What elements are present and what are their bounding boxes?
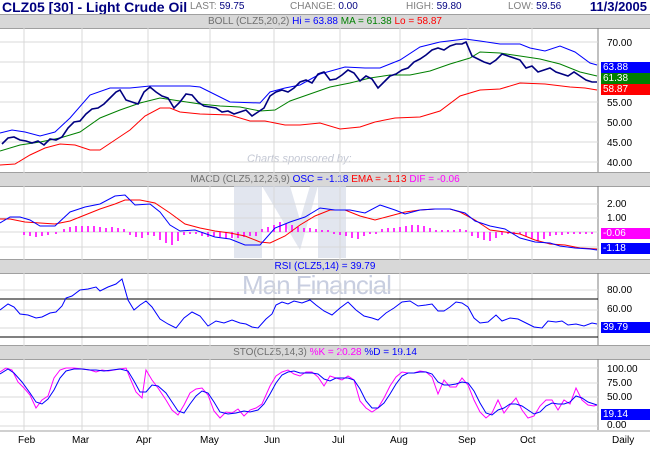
period-label: Daily (612, 435, 635, 446)
macd-osc-tag: -1.18 (601, 243, 650, 254)
rsi-line (0, 278, 598, 329)
macd-osc-line (0, 194, 598, 251)
month-label: Sep (458, 435, 476, 446)
quote-header: CLZ05 [30] - Light Crude Oil LAST: 59.75… (0, 0, 650, 15)
boll-tick: 70.00 (607, 38, 633, 49)
macd-histogram (23, 222, 593, 245)
last-stat: LAST: 59.75 (190, 1, 245, 12)
sto-tick: 0.00 (607, 420, 627, 431)
boll-label-band: BOLL (CLZ5,20,2) Hi = 63.88 MA = 61.38 L… (0, 14, 650, 29)
sto-k-line (0, 367, 598, 419)
month-label: Jun (264, 435, 281, 446)
sto-tag: 19.14 (601, 409, 650, 420)
boll-upper-line (0, 38, 598, 137)
boll-hi-tag: 63.88 (601, 62, 650, 73)
month-label: May (200, 435, 219, 446)
sto-tick: 50.00 (607, 392, 633, 403)
sto-label-band: STO(CLZ5,14,3) %K = 20.28 %D = 19.14 (0, 345, 650, 360)
boll-ma-line (0, 51, 598, 152)
boll-lo-tag: 58.87 (601, 84, 650, 95)
macd-tick: 2.00 (607, 199, 627, 210)
macd-dif-tag: -0.06 (601, 228, 650, 239)
month-label: Apr (136, 435, 152, 446)
watermark-brand: Man Financial (242, 270, 392, 300)
rsi-tick: 80.00 (607, 285, 633, 296)
boll-lower-line (0, 82, 598, 166)
change-stat: CHANGE: 0.00 (290, 1, 358, 12)
sto-tick: 75.00 (607, 378, 633, 389)
month-label: Oct (520, 435, 536, 446)
month-label: Feb (18, 435, 36, 446)
symbol-title: CLZ05 [30] - Light Crude Oil (2, 0, 188, 15)
month-label: Mar (72, 435, 90, 446)
boll-tick: 55.00 (607, 98, 633, 109)
macd-ema-line (0, 199, 598, 250)
boll-tick: 50.00 (607, 118, 633, 129)
month-label: Aug (390, 435, 408, 446)
month-label: Jul (332, 435, 345, 446)
high-stat: HIGH: 59.80 (406, 1, 462, 12)
boll-tick: 40.00 (607, 158, 633, 169)
price-bars (1, 40, 597, 147)
boll-ma-tag: 61.38 (601, 73, 650, 84)
rsi-label-band: RSI (CLZ5,14) = 39.79 (0, 259, 650, 274)
low-stat: LOW: 59.56 (508, 1, 562, 12)
macd-tick: 1.00 (607, 213, 627, 224)
quote-date: 11/3/2005 (589, 0, 647, 14)
rsi-tick: 60.00 (607, 304, 633, 315)
rsi-tag: 39.79 (601, 322, 650, 333)
boll-tick: 45.00 (607, 138, 633, 149)
sto-d-line (0, 368, 598, 416)
sto-tick: 100.00 (607, 364, 638, 375)
grid-lines (0, 28, 598, 431)
